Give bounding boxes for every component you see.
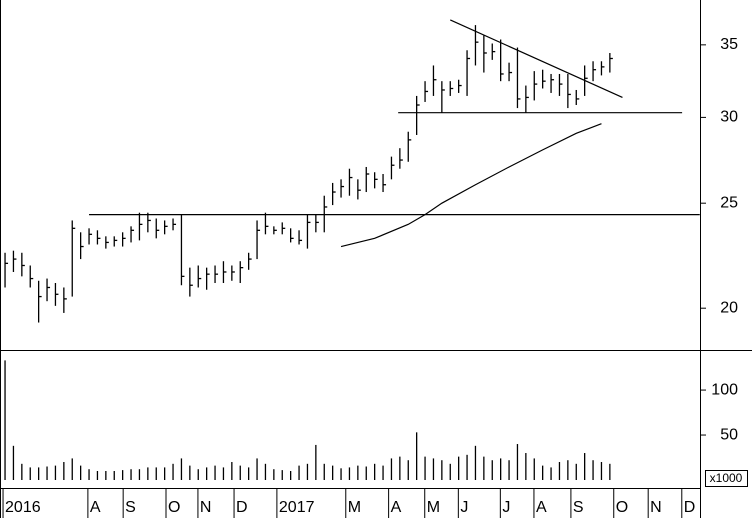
x-tick-label: J [502,499,510,516]
x-tick-label: O [616,499,628,516]
x-tick-label: 2017 [279,499,315,516]
y-tick-label: 30 [720,109,738,126]
trend-line [340,123,602,248]
x-tick-label: M [427,499,440,516]
volume-unit: x1000 [710,471,743,485]
y-tick-label: 25 [720,194,738,211]
x-tick-label: N [200,499,212,516]
x-tick-label: A [536,499,547,516]
trend-line [450,19,623,98]
x-tick-label: A [391,499,402,516]
x-tick-label: 2016 [5,499,41,516]
x-tick-label: S [573,499,584,516]
x-tick-label: N [650,499,662,516]
x-tick-label: D [236,499,248,516]
x-tick-label: J [460,499,468,516]
x-tick-label: S [125,499,136,516]
y-tick-label: 50 [720,426,738,443]
x-tick-label: D [684,499,696,516]
x-tick-label: O [168,499,180,516]
x-tick-label: M [348,499,361,516]
x-tick-label: A [90,499,101,516]
unit-box [705,470,748,487]
y-tick-label: 20 [720,299,738,316]
y-tick-label: 35 [720,36,738,53]
y-tick-label: 100 [711,381,738,398]
